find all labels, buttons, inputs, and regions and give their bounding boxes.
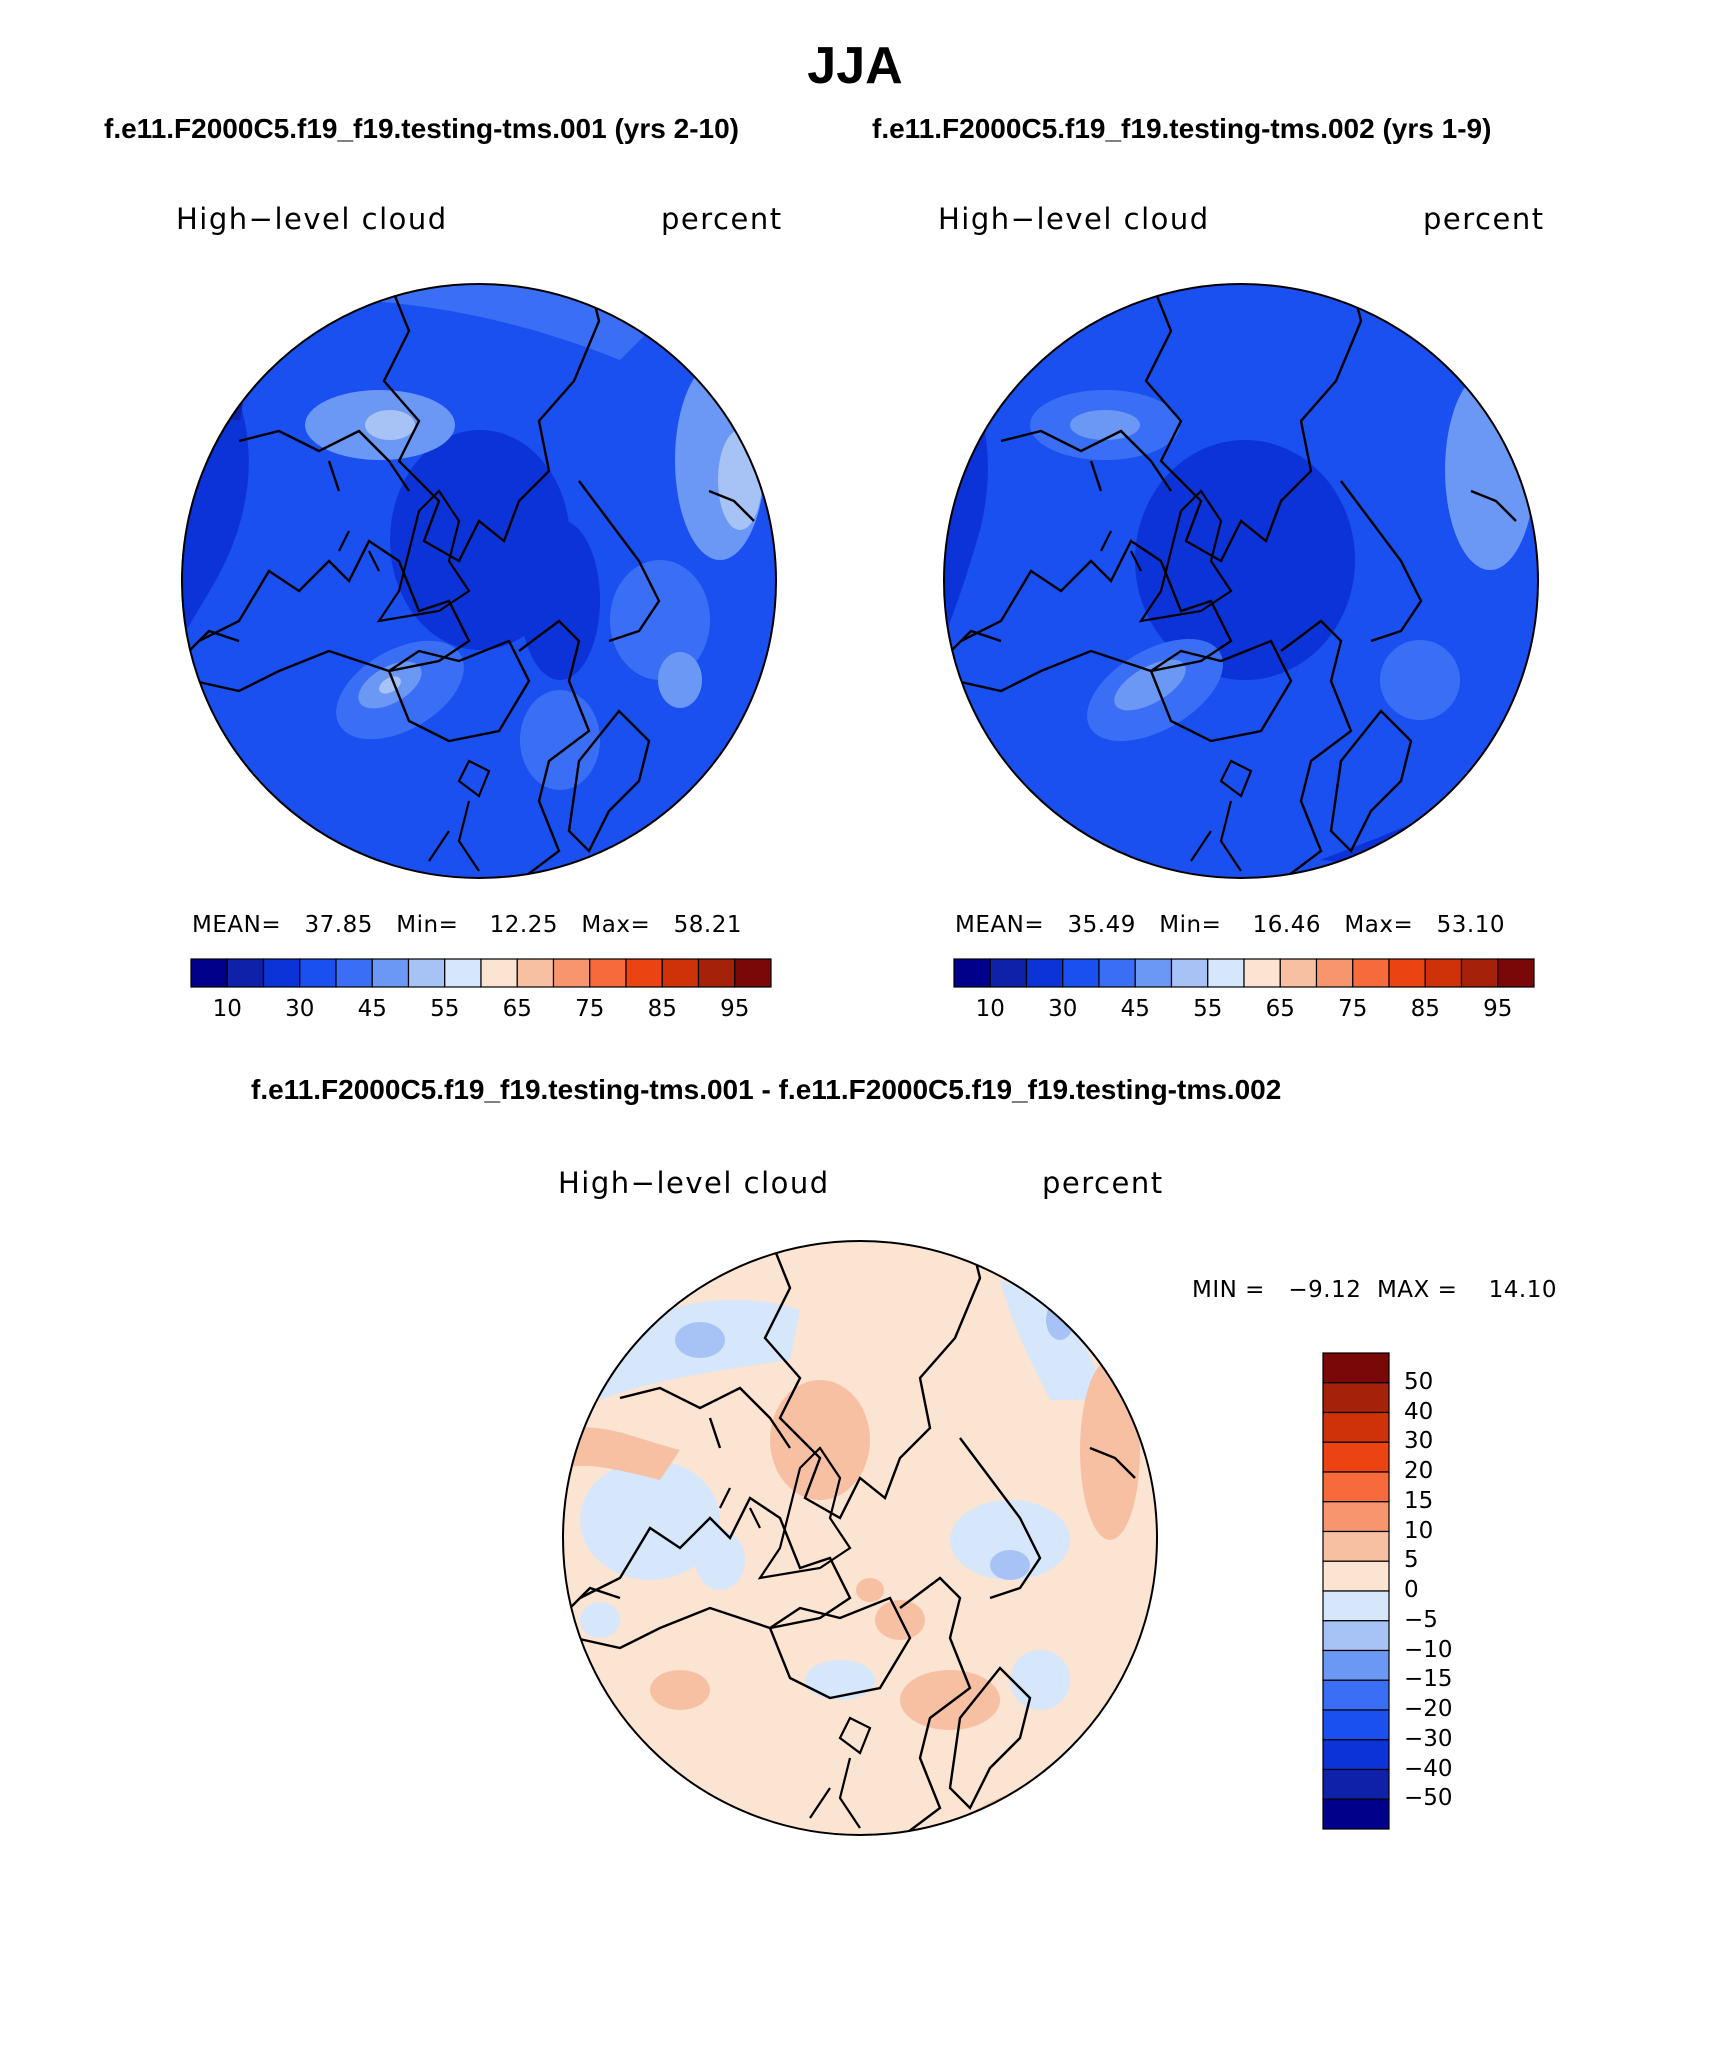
colorbar-case1-swatch	[335, 958, 373, 988]
colorbar-diff-tick-label: −40	[1404, 1755, 1453, 1782]
subtitle-case2: f.e11.F2000C5.f19_f19.testing-tms.002 (y…	[872, 113, 1492, 144]
colorbar-case1	[190, 958, 772, 988]
colorbar-diff-tick-label: 10	[1404, 1517, 1434, 1544]
colorbar-case2-swatch	[989, 958, 1028, 988]
colorbar-diff-tick-label: −30	[1404, 1725, 1453, 1752]
colorbar-case2-swatch	[1279, 958, 1318, 988]
colorbar-diff-swatch	[1322, 1382, 1390, 1414]
colorbar-diff-swatch	[1322, 1679, 1390, 1711]
colorbar-case1-tick-label: 85	[647, 996, 677, 1022]
colorbar-case2-tick-label: 65	[1265, 996, 1295, 1022]
colorbar-case2	[953, 958, 1535, 988]
colorbar-case1-swatch	[697, 958, 736, 988]
colorbar-case2-tick-label: 10	[975, 996, 1005, 1022]
diff-title: f.e11.F2000C5.f19_f19.testing-tms.001 - …	[251, 1074, 1282, 1105]
colorbar-diff-swatch	[1322, 1620, 1390, 1652]
colorbar-case1-ticks: 10 30 45 55 65 75 85 95	[190, 996, 772, 1026]
colorbar-diff-tick-label: −50	[1404, 1785, 1453, 1812]
diff-stats: MIN = −9.12 MAX = 14.10	[1192, 1277, 1557, 1303]
colorbar-diff-swatch	[1322, 1649, 1390, 1681]
colorbar-diff-tick-label: 15	[1404, 1487, 1434, 1514]
panel2-stats: MEAN= 35.49 Min= 16.46 Max= 53.10	[955, 912, 1506, 938]
colorbar-case2-swatch	[1170, 958, 1209, 988]
colorbar-diff-tick-label: 0	[1404, 1577, 1419, 1603]
colorbar-case1-tick-label: 10	[212, 996, 242, 1022]
colorbar-case1-swatch	[480, 958, 518, 988]
colorbar-case1-swatch	[262, 958, 301, 988]
colorbar-case2-tick-label: 85	[1410, 996, 1440, 1022]
colorbar-case1-swatch	[734, 958, 772, 988]
colorbar-case2-tick-label: 45	[1120, 996, 1150, 1022]
colorbar-diff-tick-label: −5	[1404, 1606, 1438, 1633]
colorbar-case2-tick-label: 95	[1483, 996, 1513, 1022]
colorbar-diff	[1322, 1352, 1390, 1830]
colorbar-diff-swatch	[1322, 1709, 1390, 1741]
colorbar-case2-swatch	[1207, 958, 1245, 988]
colorbar-case1-swatch	[589, 958, 627, 988]
colorbar-case1-swatch	[444, 958, 482, 988]
colorbar-diff-tick-label: −10	[1404, 1636, 1453, 1663]
colorbar-diff-tick-label: 30	[1404, 1428, 1434, 1455]
colorbar-diff-swatch	[1322, 1739, 1390, 1771]
colorbar-diff-swatch	[1322, 1768, 1390, 1800]
colorbar-case1-tick-label: 65	[502, 996, 532, 1022]
colorbar-case1-swatch	[625, 958, 663, 988]
colorbar-case2-swatch	[1098, 958, 1136, 988]
panel1-stats: MEAN= 37.85 Min= 12.25 Max= 58.21	[192, 912, 743, 938]
colorbar-case2-swatch	[1352, 958, 1390, 988]
colorbar-diff-swatch	[1322, 1501, 1390, 1533]
colorbar-case1-swatch	[190, 958, 228, 988]
colorbar-case1-tick-label: 45	[357, 996, 387, 1022]
colorbar-diff-swatch	[1322, 1798, 1390, 1830]
colorbar-diff-swatch	[1322, 1441, 1390, 1473]
colorbar-diff-swatch	[1322, 1471, 1390, 1503]
diff-units-label: percent	[1042, 1166, 1164, 1200]
colorbar-diff-tick-label: 20	[1404, 1458, 1434, 1484]
colorbar-case1-swatch	[552, 958, 591, 988]
colorbar-case2-swatch	[1025, 958, 1064, 988]
colorbar-diff-swatch	[1322, 1590, 1390, 1622]
colorbar-case2-tick-label: 30	[1048, 996, 1078, 1022]
colorbar-case1-tick-label: 95	[720, 996, 750, 1022]
colorbar-diff-swatch	[1322, 1560, 1390, 1592]
panel1-units-label: percent	[661, 202, 783, 236]
colorbar-diff-tick-label: −15	[1404, 1666, 1453, 1693]
colorbar-case2-swatch	[1497, 958, 1535, 988]
colorbar-case2-swatch	[1243, 958, 1281, 988]
colorbar-case1-swatch	[516, 958, 555, 988]
colorbar-case2-swatch	[1315, 958, 1354, 988]
colorbar-diff-swatch	[1322, 1352, 1390, 1384]
colorbar-case2-swatch	[1424, 958, 1463, 988]
panel2-variable-label: High−level cloud	[938, 202, 1210, 236]
colorbar-case1-swatch	[226, 958, 265, 988]
colorbar-case1-tick-label: 30	[285, 996, 315, 1022]
colorbar-case1-swatch	[661, 958, 700, 988]
colorbar-case1-tick-label: 55	[430, 996, 460, 1022]
colorbar-case2-tick-label: 75	[1338, 996, 1368, 1022]
colorbar-case1-swatch	[371, 958, 410, 988]
colorbar-diff-tick-label: 40	[1404, 1398, 1434, 1425]
colorbar-case2-swatch	[1134, 958, 1173, 988]
panel2-units-label: percent	[1423, 202, 1545, 236]
colorbar-case2-swatch	[1460, 958, 1499, 988]
colorbar-diff-swatch	[1322, 1530, 1390, 1562]
colorbar-diff-tick-label: 50	[1404, 1368, 1434, 1395]
subtitle-case1: f.e11.F2000C5.f19_f19.testing-tms.001 (y…	[104, 113, 739, 144]
colorbar-diff-swatch	[1322, 1411, 1390, 1443]
colorbar-case2-ticks: 10 30 45 55 65 75 85 95	[953, 996, 1535, 1026]
colorbar-case1-tick-label: 75	[575, 996, 605, 1022]
page-title: JJA	[807, 37, 903, 95]
colorbar-case2-swatch	[1388, 958, 1426, 988]
diff-variable-label: High−level cloud	[558, 1166, 830, 1200]
colorbar-case2-tick-label: 55	[1193, 996, 1223, 1022]
colorbar-case2-swatch	[953, 958, 991, 988]
colorbar-case1-swatch	[299, 958, 337, 988]
colorbar-diff-tick-label: −20	[1404, 1696, 1453, 1722]
colorbar-diff-tick-label: 5	[1404, 1547, 1419, 1574]
colorbar-case1-swatch	[407, 958, 446, 988]
colorbar-case2-swatch	[1062, 958, 1100, 988]
colorbar-diff-ticks: 50 40 30 20 15 10 5 0 −5 −10 −15 −20 −30 −40 −50	[1404, 1352, 1484, 1832]
panel1-variable-label: High−level cloud	[176, 202, 448, 236]
